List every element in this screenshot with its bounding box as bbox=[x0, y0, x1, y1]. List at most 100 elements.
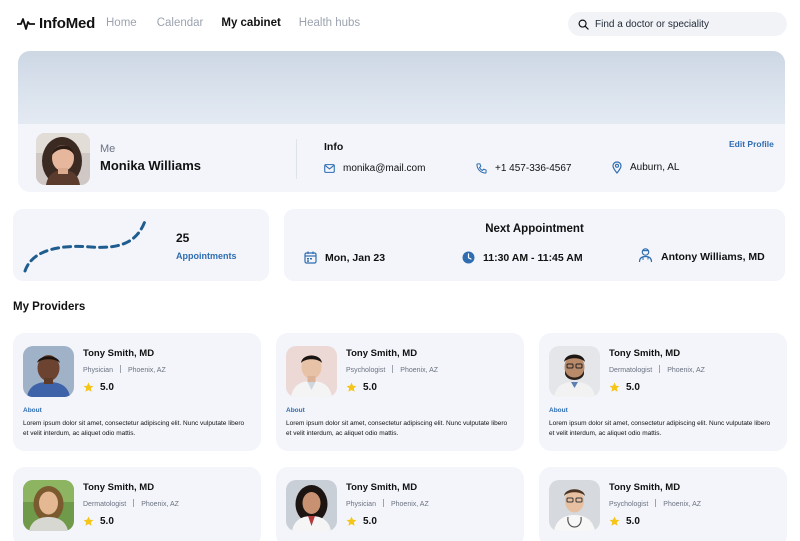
provider-card[interactable]: Tony Smith, MD Dermatologist Phoenix, AZ … bbox=[539, 333, 787, 451]
rating-value: 5.0 bbox=[100, 382, 114, 393]
nav-calendar[interactable]: Calendar bbox=[156, 17, 204, 29]
provider-photo bbox=[549, 346, 600, 397]
nav-health-hubs[interactable]: Health hubs bbox=[298, 17, 361, 29]
appointment-date: Mon, Jan 23 bbox=[304, 251, 385, 264]
profile-name: Monika Williams bbox=[100, 158, 202, 173]
provider-meta: Dermatologist Phoenix, AZ bbox=[609, 365, 705, 374]
rating-value: 5.0 bbox=[626, 516, 640, 527]
about-label: About bbox=[23, 407, 42, 414]
me-label: Me bbox=[100, 143, 116, 155]
provider-meta: Psychologist Phoenix, AZ bbox=[346, 365, 438, 374]
provider-description: Lorem ipsum dolor sit amet, consectetur … bbox=[549, 420, 771, 437]
next-appointment-title: Next Appointment bbox=[485, 223, 584, 235]
appointment-time: 11:30 AM - 11:45 AM bbox=[462, 251, 583, 264]
appointments-count: 25 bbox=[176, 231, 190, 245]
rating-value: 5.0 bbox=[363, 516, 377, 527]
provider-name: Tony Smith, MD bbox=[609, 482, 681, 493]
appointments-label[interactable]: Appointments bbox=[176, 251, 237, 261]
decorative-curve bbox=[23, 219, 147, 273]
provider-card[interactable]: Tony Smith, MD Psychologist Phoenix, AZ 5… bbox=[276, 333, 524, 451]
provider-specialty: Dermatologist bbox=[609, 367, 653, 374]
provider-rating: 5.0 bbox=[83, 382, 114, 393]
star-icon bbox=[83, 516, 94, 526]
provider-location: Phoenix, AZ bbox=[663, 501, 702, 508]
star-icon bbox=[346, 382, 357, 392]
app-logo[interactable]: InfoMed bbox=[17, 15, 95, 32]
location-pin-icon bbox=[612, 161, 622, 174]
separator bbox=[133, 499, 135, 507]
provider-card[interactable]: Tony Smith, MD Physician Phoenix, AZ 5.0 … bbox=[13, 333, 261, 451]
edit-profile-link[interactable]: Edit Profile bbox=[729, 139, 774, 149]
email-text: monika@mail.com bbox=[343, 163, 426, 174]
star-icon bbox=[346, 516, 357, 526]
provider-card[interactable]: Tony Smith, MD Dermatologist Phoenix, AZ … bbox=[13, 467, 261, 541]
provider-meta: Physician Phoenix, AZ bbox=[83, 365, 166, 374]
clock-icon bbox=[462, 251, 475, 264]
provider-specialty: Physician bbox=[346, 501, 376, 508]
next-appointment-card[interactable]: Next Appointment Mon, Jan 23 11:30 AM - … bbox=[284, 209, 785, 281]
provider-specialty: Dermatologist bbox=[83, 501, 127, 508]
provider-photo bbox=[286, 480, 337, 531]
phone-text: +1 457-336-4567 bbox=[495, 163, 572, 174]
divider bbox=[296, 139, 297, 179]
about-label: About bbox=[549, 407, 568, 414]
location-text: Auburn, AL bbox=[630, 162, 680, 173]
separator bbox=[655, 499, 657, 507]
main-nav: Home Calendar My cabinet Health hubs bbox=[106, 17, 378, 29]
provider-location: Phoenix, AZ bbox=[141, 501, 179, 508]
appointment-date-text: Mon, Jan 23 bbox=[325, 251, 386, 264]
providers-section-title: My Providers bbox=[13, 301, 86, 313]
separator bbox=[119, 365, 121, 373]
provider-meta: Physician Phoenix, AZ bbox=[346, 499, 429, 508]
provider-rating: 5.0 bbox=[609, 516, 640, 527]
star-icon bbox=[609, 382, 620, 392]
phone-icon bbox=[476, 163, 487, 174]
provider-rating: 5.0 bbox=[83, 516, 114, 527]
provider-meta: Psychologist Phoenix, AZ bbox=[609, 499, 701, 508]
provider-photo bbox=[549, 480, 600, 531]
provider-location: Phoenix, AZ bbox=[667, 367, 705, 374]
provider-description: Lorem ipsum dolor sit amet, consectetur … bbox=[23, 420, 245, 437]
appointment-doctor-text: Antony Williams, MD bbox=[661, 251, 765, 263]
provider-photo bbox=[23, 346, 74, 397]
provider-location: Phoenix, AZ bbox=[390, 501, 429, 508]
appointments-stats-card: 25 Appointments bbox=[13, 209, 269, 281]
provider-card[interactable]: Tony Smith, MD Physician Phoenix, AZ 5.0 bbox=[276, 467, 524, 541]
appointment-doctor: Antony Williams, MD bbox=[638, 247, 765, 263]
star-icon bbox=[83, 382, 94, 392]
phone-info: +1 457-336-4567 bbox=[476, 163, 571, 174]
provider-specialty: Physician bbox=[83, 367, 113, 374]
separator bbox=[382, 499, 384, 507]
provider-name: Tony Smith, MD bbox=[346, 348, 418, 359]
top-header: InfoMed Home Calendar My cabinet Health … bbox=[0, 0, 800, 48]
nav-my-cabinet[interactable]: My cabinet bbox=[221, 17, 281, 29]
rating-value: 5.0 bbox=[626, 382, 640, 393]
provider-name: Tony Smith, MD bbox=[609, 348, 681, 359]
provider-name: Tony Smith, MD bbox=[83, 348, 155, 359]
provider-rating: 5.0 bbox=[346, 516, 377, 527]
separator bbox=[392, 365, 394, 373]
profile-banner bbox=[18, 51, 785, 124]
app-name: InfoMed bbox=[39, 15, 96, 32]
provider-name: Tony Smith, MD bbox=[83, 482, 155, 493]
provider-description: Lorem ipsum dolor sit amet, consectetur … bbox=[286, 420, 508, 437]
avatar bbox=[36, 133, 90, 185]
search-bar[interactable] bbox=[568, 12, 787, 36]
provider-location: Phoenix, AZ bbox=[400, 367, 439, 374]
email-info: monika@mail.com bbox=[324, 163, 425, 174]
location-info: Auburn, AL bbox=[612, 161, 679, 174]
rating-value: 5.0 bbox=[363, 382, 377, 393]
heartbeat-icon bbox=[17, 17, 35, 30]
provider-name: Tony Smith, MD bbox=[346, 482, 418, 493]
provider-card[interactable]: Tony Smith, MD Psychologist Phoenix, AZ 5… bbox=[539, 467, 787, 541]
nav-home[interactable]: Home bbox=[106, 17, 137, 29]
provider-rating: 5.0 bbox=[609, 382, 640, 393]
search-icon bbox=[578, 19, 589, 30]
search-input[interactable] bbox=[595, 18, 775, 30]
provider-specialty: Psychologist bbox=[346, 367, 386, 374]
doctor-icon bbox=[638, 248, 653, 263]
appointment-time-text: 11:30 AM - 11:45 AM bbox=[483, 251, 583, 264]
calendar-icon bbox=[304, 251, 317, 264]
rating-value: 5.0 bbox=[100, 516, 114, 527]
provider-specialty: Psychologist bbox=[609, 501, 649, 508]
